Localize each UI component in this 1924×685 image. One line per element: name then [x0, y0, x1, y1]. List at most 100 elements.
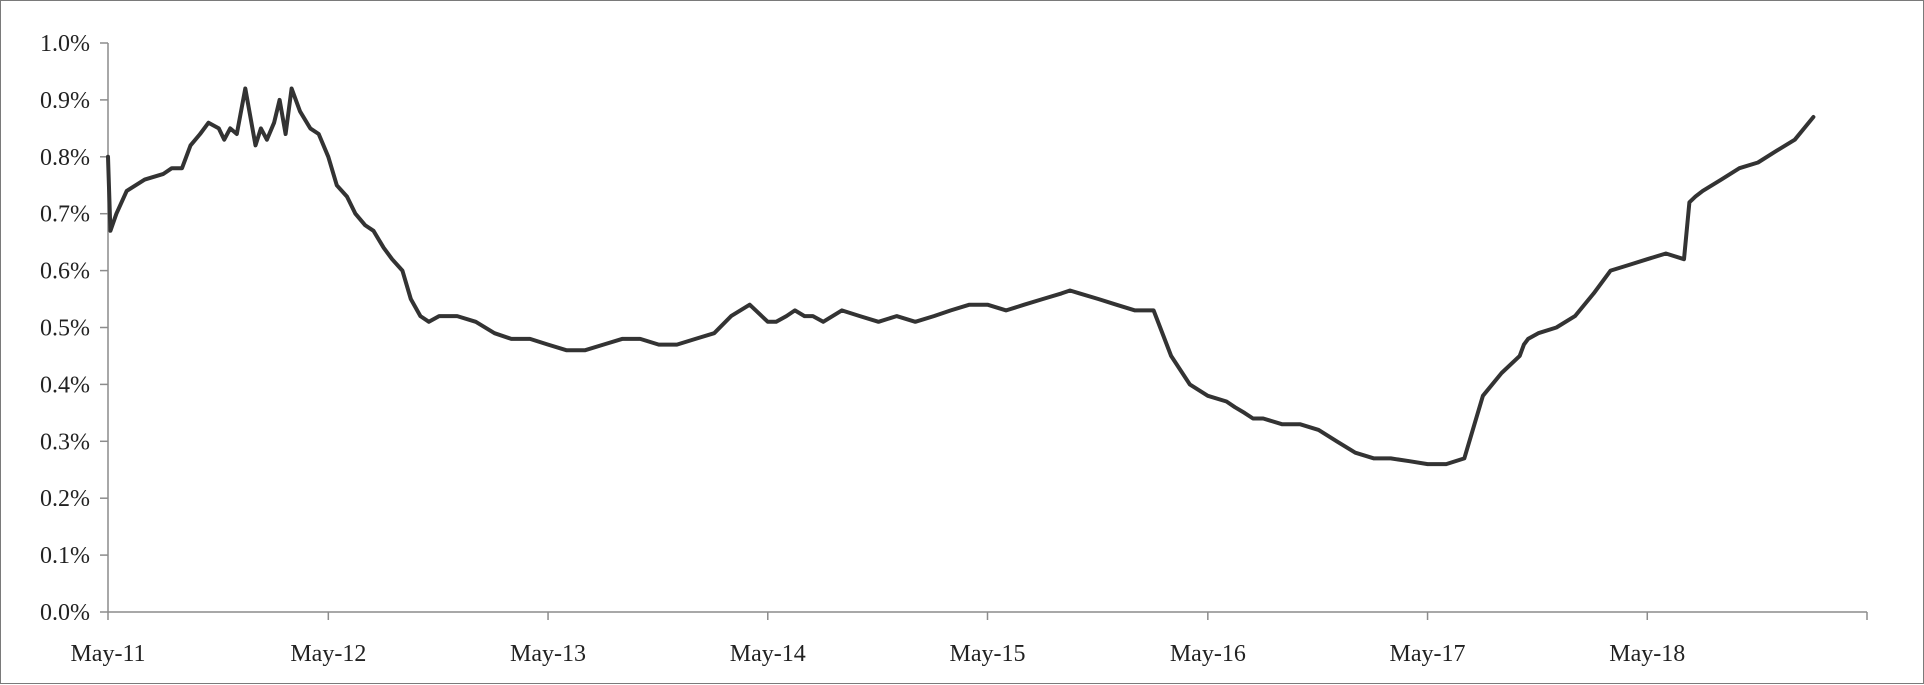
data-point	[1233, 405, 1237, 409]
data-point	[1133, 308, 1137, 312]
y-tick-label: 0.9%	[40, 88, 90, 114]
data-point	[1573, 314, 1577, 318]
data-point	[1169, 354, 1173, 358]
data-point	[1526, 337, 1530, 341]
data-point	[243, 87, 247, 90]
data-point	[1500, 371, 1504, 375]
data-point	[143, 178, 147, 182]
data-point	[1701, 189, 1705, 193]
data-point	[793, 308, 797, 312]
data-point	[583, 348, 587, 352]
data-point	[259, 126, 263, 130]
data-point	[474, 320, 478, 324]
data-point	[811, 314, 815, 318]
data-point	[1280, 422, 1284, 426]
data-point	[1022, 303, 1026, 307]
data-point	[1592, 291, 1596, 295]
data-point	[372, 229, 375, 233]
data-point	[748, 303, 752, 307]
data-point	[1481, 394, 1485, 398]
data-point	[207, 121, 210, 125]
data-point	[1225, 400, 1228, 403]
data-point	[565, 348, 569, 352]
data-point	[1811, 115, 1815, 119]
data-point	[858, 314, 862, 318]
data-point	[1687, 200, 1691, 204]
data-point	[766, 320, 770, 324]
data-point	[1719, 178, 1723, 182]
data-point	[170, 166, 174, 170]
x-axis: May-11 May-12 May-13 May-14 May-15 May-16 May-…	[70, 611, 1868, 667]
data-point	[895, 314, 899, 318]
data-point	[189, 143, 192, 147]
data-point	[1298, 422, 1302, 426]
data-point	[1645, 257, 1649, 261]
data-point	[278, 98, 282, 102]
data-point	[675, 343, 679, 347]
data-point	[1041, 297, 1045, 301]
data-point	[1682, 257, 1686, 261]
data-point	[774, 320, 778, 324]
data-point	[913, 320, 917, 324]
data-point	[1004, 308, 1008, 312]
data-point	[1243, 411, 1246, 415]
data-point	[1261, 417, 1265, 420]
y-tick-label: 0.4%	[40, 372, 90, 398]
y-tick-label: 1.0%	[40, 31, 90, 57]
data-point	[821, 320, 825, 324]
data-point	[638, 337, 642, 341]
data-point	[326, 155, 330, 159]
data-point	[1554, 326, 1558, 329]
data-point	[1372, 456, 1376, 460]
data-point	[1114, 303, 1118, 307]
data-point	[235, 132, 239, 136]
data-point	[317, 132, 321, 136]
data-point	[335, 183, 339, 187]
data-point	[284, 132, 288, 136]
x-tick-label: May-12	[290, 641, 366, 667]
data-point	[437, 314, 441, 318]
data-point	[949, 308, 953, 312]
data-point	[108, 229, 112, 233]
data-point	[784, 314, 788, 318]
data-point	[265, 138, 269, 142]
data-point	[694, 337, 697, 341]
data-point	[125, 189, 129, 193]
data-point	[427, 320, 431, 324]
y-axis: 0.0% 0.1% 0.2% 0.3% 0.4% 0.5% 0.6% 0.7% 0.8% 0.9%…	[40, 31, 109, 626]
data-point	[1251, 417, 1255, 420]
y-tick-label: 0.7%	[40, 202, 90, 228]
data-point	[1152, 308, 1156, 312]
data-point	[1664, 252, 1668, 255]
data-point	[308, 126, 312, 130]
data-point	[1462, 456, 1466, 460]
data-point	[1353, 451, 1357, 455]
data-point	[180, 166, 184, 170]
y-tick-label: 0.1%	[40, 543, 90, 569]
data-point	[400, 269, 404, 273]
data-point	[1096, 297, 1100, 301]
data-point	[1737, 166, 1741, 170]
x-tick-label: May-14	[730, 641, 806, 667]
data-point	[840, 308, 844, 312]
data-point	[409, 297, 413, 301]
x-tick-label: May-16	[1170, 641, 1246, 667]
data-point	[1693, 195, 1697, 199]
data-point	[1793, 138, 1797, 142]
y-tick-label: 0.0%	[40, 600, 90, 626]
data-point	[1060, 291, 1063, 295]
data-point	[114, 212, 118, 216]
data-point	[254, 143, 257, 147]
data-point	[1426, 462, 1430, 466]
data-point	[877, 320, 880, 324]
data-point	[1518, 354, 1522, 358]
data-point	[290, 87, 294, 90]
data-point	[353, 212, 357, 216]
data-point	[1317, 428, 1321, 432]
data-point	[1756, 161, 1760, 164]
data-point	[729, 314, 733, 318]
series-group	[106, 86, 1816, 467]
data-point	[1335, 439, 1339, 443]
